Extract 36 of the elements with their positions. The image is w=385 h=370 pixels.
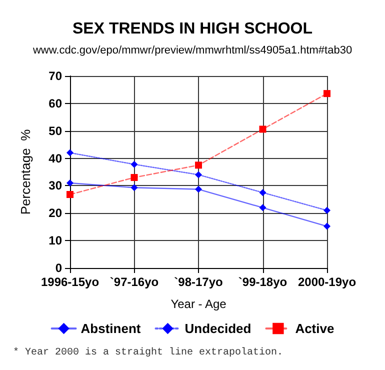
point [259, 189, 266, 196]
point [324, 206, 330, 214]
point [195, 186, 202, 193]
text: * Year 2000 is a straight line extrapolation. [13, 346, 284, 358]
y-tick-label: 20 [48, 206, 62, 220]
legend-label: Undecided [184, 321, 252, 336]
point [259, 126, 266, 133]
legend-label: Abstinent [80, 321, 142, 336]
y-tick-label: 30 [48, 178, 62, 193]
point [130, 160, 138, 168]
y-tick-label: 50 [48, 124, 62, 138]
point [195, 171, 202, 178]
x-tick-label: `99-18yo [238, 275, 288, 289]
chart-subtitle: www.cdc.gov/epo/mmwr/preview/mmwrhtml/ss4905a1.htm#tab30 [32, 44, 352, 56]
point [259, 204, 266, 212]
y-axis-title: Percentage % [18, 128, 33, 215]
x-tick-label: `97-16yo [110, 275, 159, 289]
point [130, 184, 138, 192]
x-axis-title: Year - Age [170, 297, 227, 311]
x-tick-label: `98-17yo [174, 275, 223, 289]
point [66, 190, 74, 198]
y-tick-label: 60 [48, 96, 62, 110]
point [66, 149, 74, 156]
chart-title: SEX TRENDS IN HIGH SCHOOL [72, 20, 313, 38]
y-tick-label: 0 [55, 261, 62, 275]
y-tick-label: 10 [48, 234, 62, 248]
x-tick-label: 1996-15yo [40, 275, 100, 289]
point [195, 162, 202, 169]
y-tick-label: 70 [48, 69, 62, 83]
legend-label: Active [295, 321, 334, 336]
point [324, 90, 330, 98]
point [66, 179, 74, 186]
y-tick-label: 40 [48, 151, 62, 166]
point [130, 174, 138, 181]
point [324, 222, 330, 230]
x-tick-label: 2000-19yo [298, 275, 356, 289]
